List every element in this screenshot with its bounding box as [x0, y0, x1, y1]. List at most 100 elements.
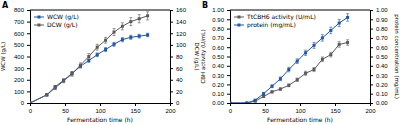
- error-bar: [30, 102, 32, 103]
- y-axis-tick-label: 0.90: [212, 17, 224, 23]
- x-axis-tick: 50: [62, 103, 69, 114]
- y-axis-tick-mark: [27, 33, 30, 34]
- y2-axis-tick-mark: [370, 66, 373, 67]
- y-axis-tick-label: 0.70: [212, 35, 224, 41]
- y-axis-tick-mark: [227, 19, 230, 20]
- error-bar: [113, 29, 116, 36]
- legend-label: protein (mg/mL): [247, 21, 296, 29]
- point: [230, 102, 232, 104]
- chart: 0501001502000100200300400500600700800020…: [0, 0, 400, 125]
- series-line: [230, 43, 348, 103]
- y-axis-tick-label: 0.30: [212, 73, 224, 79]
- y2-axis-line: [171, 11, 174, 104]
- point: [54, 86, 57, 89]
- error-bar: [279, 77, 282, 81]
- y-axis-tick-mark: [227, 47, 230, 48]
- point: [321, 58, 324, 61]
- y-axis-tick-mark: [227, 10, 230, 11]
- y-axis-tick-mark: [27, 57, 30, 58]
- y2-axis-tick: 1.00: [370, 7, 388, 13]
- error-bar: [304, 71, 307, 75]
- error-bar: [346, 40, 349, 46]
- y-axis-tick-label: 200: [14, 77, 25, 83]
- error-bar: [321, 35, 324, 42]
- x-axis-tick-mark: [265, 103, 266, 106]
- y2-axis-tick-mark: [170, 80, 173, 81]
- point: [254, 99, 257, 102]
- frame-top: [30, 10, 170, 11]
- y2-axis: 020406080100120140160: [170, 7, 187, 106]
- error-bar: [245, 102, 248, 103]
- point: [62, 79, 65, 82]
- x-axis-line: [231, 104, 371, 107]
- point: [329, 53, 332, 56]
- y2-axis-tick-mark: [370, 47, 373, 48]
- y-axis-tick: 0.00: [212, 100, 230, 106]
- error-bar: [146, 12, 149, 20]
- y-axis-tick-mark: [27, 91, 30, 92]
- point: [71, 72, 74, 75]
- x-axis-tick-label: 0: [229, 108, 233, 114]
- y2-axis-title: protein concentration (mg/mL): [393, 14, 400, 99]
- error-bar: [338, 42, 341, 48]
- y2-axis-tick-label: 20: [176, 89, 183, 95]
- y-axis-tick-label: 500: [14, 42, 25, 48]
- y-axis-tick-mark: [227, 94, 230, 95]
- y-axis-tick-mark: [227, 75, 230, 76]
- y-axis-tick: 600: [14, 31, 30, 37]
- point: [96, 53, 99, 56]
- point: [129, 20, 132, 23]
- error-bar: [346, 14, 349, 21]
- error-bar: [45, 94, 48, 96]
- point: [329, 29, 332, 32]
- plot-area: [230, 14, 349, 103]
- error-bar: [96, 44, 99, 50]
- y2-axis-tick: 20: [170, 89, 183, 95]
- x-axis-tick: 150: [130, 103, 141, 114]
- y2-axis-tick: 0.90: [370, 17, 388, 23]
- y-axis-tick-mark: [27, 68, 30, 69]
- y-axis-tick: 0.60: [212, 45, 230, 51]
- y2-axis-tick-label: 0.10: [376, 91, 388, 97]
- error-bar: [262, 96, 265, 98]
- point: [287, 68, 290, 71]
- point: [262, 92, 265, 95]
- y-axis-tick: 0: [21, 100, 30, 106]
- y2-axis-tick-label: 0.30: [376, 73, 388, 79]
- x-axis-tick: 200: [365, 103, 376, 114]
- series: [30, 33, 149, 103]
- y-axis-tick-mark: [227, 29, 230, 30]
- y2-axis-tick: 0.70: [370, 35, 388, 41]
- point: [30, 102, 32, 104]
- series-line: [230, 17, 348, 103]
- y-axis-tick: 0.90: [212, 17, 230, 23]
- y2-axis-tick-mark: [170, 22, 173, 23]
- panel-label: B: [202, 1, 208, 10]
- y2-axis-tick-mark: [370, 94, 373, 95]
- point: [146, 33, 149, 36]
- legend-marker: [238, 16, 241, 19]
- error-bar: [138, 34, 141, 38]
- series-line: [30, 16, 148, 103]
- error-bar: [96, 53, 99, 57]
- y2-axis-tick-label: 140: [176, 19, 187, 25]
- y2-axis-tick: 0.80: [370, 26, 388, 32]
- x-axis: 050100150200: [229, 103, 376, 114]
- error-bar: [62, 79, 65, 82]
- series: [30, 12, 149, 103]
- x-axis-tick-label: 150: [330, 108, 341, 114]
- legend-marker: [38, 24, 41, 27]
- panel: 0501001502000.000.100.200.300.400.500.60…: [200, 1, 400, 123]
- error-bar: [296, 78, 299, 81]
- x-axis-tick-mark: [135, 103, 136, 106]
- point: [104, 48, 107, 51]
- point: [254, 100, 257, 103]
- y2-axis-line: [371, 11, 374, 104]
- point: [304, 51, 307, 54]
- point: [271, 85, 274, 88]
- y2-axis-tick-label: 0.60: [376, 45, 388, 51]
- point: [338, 43, 341, 46]
- x-axis-tick-label: 100: [95, 108, 106, 114]
- y2-axis-tick-label: 100: [176, 42, 187, 48]
- y2-axis-tick-mark: [170, 91, 173, 92]
